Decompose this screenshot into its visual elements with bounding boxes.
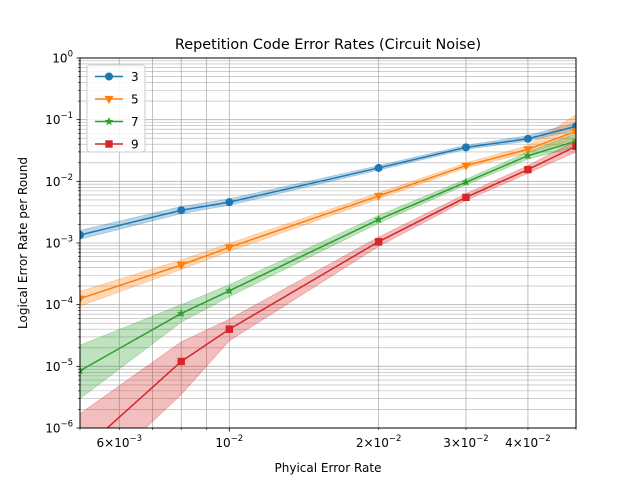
point-series-3: [523, 134, 532, 143]
band-series-5: [80, 114, 576, 307]
point-series-3: [80, 230, 84, 239]
band-series-9: [80, 140, 576, 428]
point-series-9: [462, 193, 470, 202]
point-series-5: [224, 244, 234, 253]
point-series-3: [572, 122, 576, 131]
point-series-3: [374, 163, 383, 172]
point-series-7: [374, 214, 384, 224]
chart-title: Repetition Code Error Rates (Circuit Noi…: [175, 37, 481, 53]
band-series-3: [80, 122, 576, 240]
point-series-9: [225, 325, 234, 333]
x-axis-label: Phyical Error Rate: [275, 461, 382, 475]
x-tick-label: 6×10−3: [97, 434, 143, 450]
x-tick-label: 3×10−2: [443, 434, 489, 450]
x-tick-label: 2×10−2: [356, 434, 402, 450]
y-tick-label: 10−3: [45, 235, 73, 251]
axis-ticks: 10−6 10−5 10−4 10−3 10−2 10−1 100 10−2 6×10−3 2×1…: [45, 50, 577, 450]
point-series-9: [177, 357, 185, 366]
y-axis-label: Logical Error Rate per Round: [16, 157, 30, 329]
legend-label: 9: [131, 138, 139, 152]
band-series-7: [80, 132, 576, 400]
legend-label: 3: [131, 70, 139, 84]
legend-marker: [105, 140, 113, 148]
y-tick-label: 100: [52, 50, 73, 66]
series-markers: [80, 122, 576, 375]
point-series-5: [373, 192, 384, 201]
y-tick-label: 10−4: [45, 296, 73, 312]
point-series-5: [461, 162, 471, 171]
y-tick-label: 10−1: [45, 111, 73, 127]
point-series-3: [177, 206, 186, 215]
point-series-7: [80, 365, 85, 375]
y-tick-label: 10−6: [45, 420, 73, 436]
legend-marker: [104, 116, 114, 126]
x-tick-label: 4×10−2: [505, 434, 551, 450]
legend-marker: [105, 72, 113, 81]
legend: 3 5 7 9: [86, 64, 146, 153]
point-series-7: [523, 151, 533, 160]
grid: [79, 58, 577, 429]
y-tick-label: 10−2: [45, 173, 73, 189]
y-tick-label: 10−5: [45, 358, 73, 374]
x-tick-label: 10−2: [215, 434, 243, 450]
point-series-9: [374, 237, 383, 246]
point-series-7: [571, 136, 576, 145]
point-series-3: [461, 143, 470, 152]
point-series-9: [524, 165, 532, 174]
point-series-7: [224, 286, 234, 295]
point-series-7: [461, 177, 471, 186]
point-series-5: [571, 128, 576, 137]
point-series-5: [176, 261, 186, 270]
point-series-5: [80, 295, 85, 304]
legend-marker: [104, 95, 114, 105]
point-series-5: [523, 146, 533, 155]
point-series-7: [176, 308, 186, 318]
legend-frame: [86, 64, 146, 153]
confidence-bands: [80, 114, 576, 428]
legend-label: 5: [131, 93, 139, 107]
legend-label: 7: [131, 115, 139, 129]
point-series-3: [225, 198, 234, 207]
